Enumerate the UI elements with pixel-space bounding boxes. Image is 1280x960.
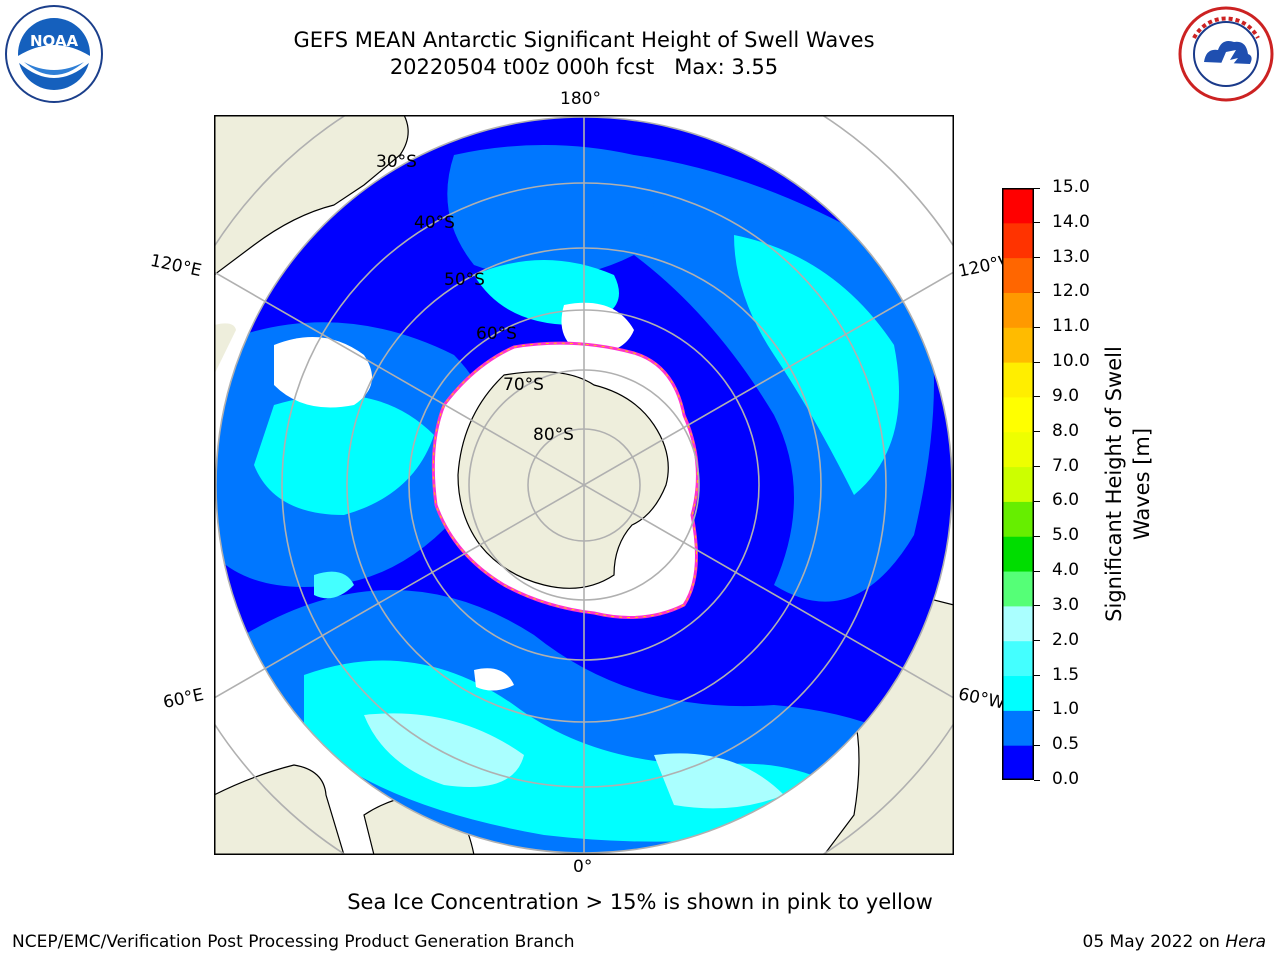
colorbar-tick-label: 2.0 [1052,629,1080,650]
sea-ice-note: Sea Ice Concentration > 15% is shown in … [347,890,933,914]
sea-ice-antarctic [431,341,699,619]
colorbar-tick-mark [1034,361,1040,363]
colorbar-tick-mark [1034,640,1040,642]
polar-map [143,44,1025,926]
colorbar-tick-label: 11.0 [1052,316,1090,337]
lat-label-80s: 80°S [533,425,574,445]
date-text: 05 May 2022 on Hera [1083,932,1267,952]
colorbar-tick-label: 1.5 [1052,664,1080,685]
colorbar-tick-mark [1034,257,1040,259]
colorbar-segment [1002,362,1034,398]
colorbar-tick-mark [1034,222,1040,224]
colorbar-tick-mark [1034,535,1040,537]
colorbar-tick-label: 3.0 [1052,594,1080,615]
lon-label-60w: 60°W [956,684,1007,714]
colorbar-segment [1002,431,1034,468]
colorbar-tick-label: 5.0 [1052,525,1080,546]
lon-label-0: 0° [573,857,593,877]
colorbar-tick-label: 0.0 [1052,769,1080,789]
lon-label-180: 180° [560,89,601,109]
colorbar-segment [1002,327,1034,363]
colorbar-tick-mark [1034,291,1040,293]
colorbar-tick-label: 0.5 [1052,734,1080,755]
colorbar-segment [1002,675,1034,711]
colorbar-tick-label: 4.0 [1052,560,1080,581]
colorbar-border [1002,188,1034,780]
colorbar-segment [1002,292,1034,328]
lon-label-60e: 60°E [161,684,206,714]
colorbar-tick-label: 10.0 [1052,351,1090,372]
colorbar-tick-mark [1034,675,1040,677]
lat-label-60s: 60°S [476,324,517,344]
colorbar-tick-label: 6.0 [1052,490,1080,511]
map-svg [143,44,1025,926]
noaa-logo-text: NOAA [30,32,79,50]
colorbar-tick-mark [1034,500,1040,502]
colorbar-tick-mark [1034,744,1040,746]
colorbar-tick-mark [1034,396,1040,398]
colorbar-segment [1002,257,1034,293]
colorbar-segment [1002,710,1034,746]
lat-label-40s: 40°S [414,213,455,233]
colorbar [1002,188,1034,781]
colorbar-label-line2: Waves [m] [1130,427,1154,541]
colorbar-tick-label: 7.0 [1052,455,1080,476]
colorbar-segment [1002,188,1034,224]
colorbar-tick-mark [1034,570,1040,572]
colorbar-tick-mark [1034,187,1040,189]
colorbar-segment [1002,222,1034,259]
date-label: 05 May 2022 on [1082,932,1220,952]
colorbar-tick-label: 13.0 [1052,246,1090,267]
colorbar-tick-mark [1034,326,1040,328]
colorbar-tick-mark [1034,466,1040,468]
colorbar-tick-mark [1034,779,1040,781]
colorbar-segment [1002,536,1034,572]
colorbar-label-line1: Significant Height of Swell [1102,346,1126,622]
chart-title: GEFS MEAN Antarctic Significant Height o… [293,28,875,52]
colorbar-segment [1002,466,1034,502]
colorbar-tick-mark [1034,709,1040,711]
lon-label-120e: 120°E [148,250,204,282]
lat-label-70s: 70°S [503,375,544,395]
colorbar-tick-label: 1.0 [1052,699,1080,720]
noaa-logo: NOAA [4,4,104,104]
colorbar-segment [1002,640,1034,677]
colorbar-tick-label: 9.0 [1052,385,1080,406]
credit-text: NCEP/EMC/Verification Post Processing Pr… [12,932,575,952]
map-border [213,114,955,856]
colorbar-segment [1002,571,1034,607]
host-name: Hera [1225,932,1266,952]
lat-label-50s: 50°S [444,270,485,290]
colorbar-segment [1002,501,1034,537]
lat-label-30s: 30°S [376,152,417,172]
nws-logo [1176,4,1276,104]
colorbar-segment [1002,745,1034,781]
colorbar-segment [1002,396,1034,433]
chart-subtitle: 20220504 t00z 000h fcst Max: 3.55 [389,55,779,79]
colorbar-tick-label: 12.0 [1052,281,1090,302]
colorbar-segment [1002,605,1034,642]
colorbar-tick-label: 15.0 [1052,177,1090,197]
colorbar-tick-mark [1034,605,1040,607]
colorbar-tick-label: 8.0 [1052,420,1080,441]
colorbar-tick-label: 14.0 [1052,211,1090,232]
colorbar-svg [1002,188,1034,781]
colorbar-tick-mark [1034,431,1040,433]
